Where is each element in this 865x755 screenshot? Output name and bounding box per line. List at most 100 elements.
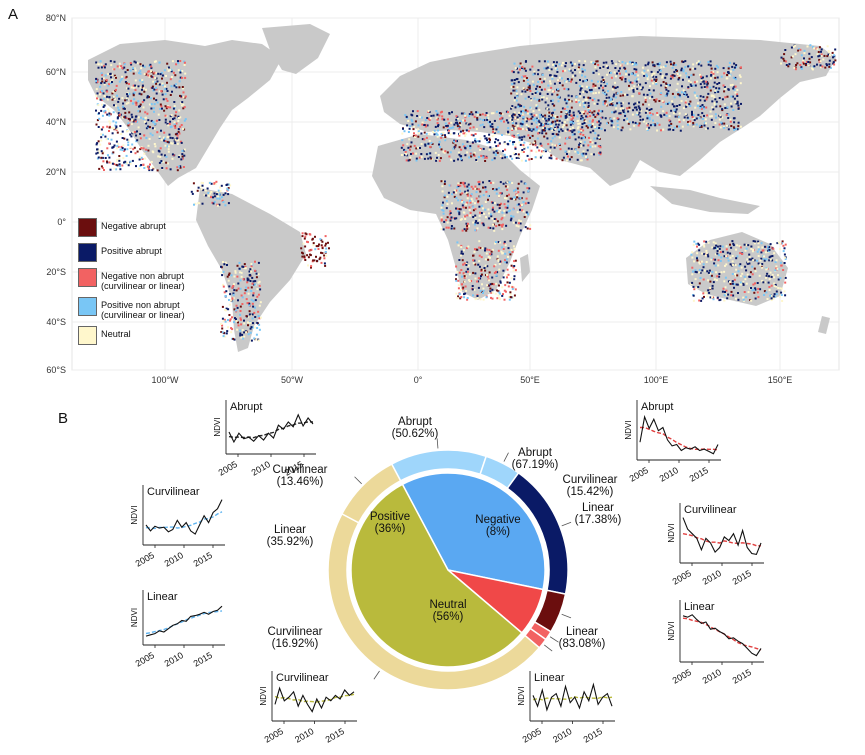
trend-pixel — [734, 101, 737, 104]
trend-pixel — [812, 46, 814, 49]
trend-pixel — [484, 247, 487, 250]
trend-pixel — [249, 331, 252, 334]
trend-pixel — [130, 86, 133, 89]
trend-pixel — [660, 66, 663, 69]
trend-pixel — [759, 263, 762, 266]
trend-pixel — [637, 105, 640, 108]
trend-pixel — [502, 248, 505, 250]
trend-pixel — [540, 88, 543, 91]
trend-pixel — [767, 247, 769, 250]
trend-pixel — [604, 85, 607, 87]
trend-pixel — [763, 290, 766, 293]
trend-pixel — [666, 102, 669, 105]
trend-pixel — [592, 92, 595, 95]
trend-pixel — [730, 246, 733, 249]
trend-pixel — [228, 314, 231, 316]
outer-label-name: Linear — [274, 524, 306, 536]
trend-pixel — [498, 195, 500, 197]
trend-pixel — [594, 145, 597, 148]
trend-pixel — [463, 185, 466, 188]
trend-pixel — [465, 203, 468, 206]
trend-pixel — [498, 207, 501, 210]
trend-pixel — [433, 133, 436, 136]
trend-pixel — [551, 76, 554, 78]
trend-pixel — [725, 113, 728, 116]
trend-pixel — [163, 69, 166, 72]
trend-pixel — [635, 70, 638, 73]
trend-pixel — [624, 114, 627, 117]
trend-pixel — [586, 158, 589, 161]
trend-pixel — [598, 124, 601, 127]
trend-pixel — [769, 255, 772, 258]
trend-pixel — [704, 254, 707, 257]
trend-pixel — [570, 80, 572, 83]
trend-pixel — [573, 133, 576, 136]
trend-pixel — [131, 102, 134, 105]
trend-pixel — [611, 88, 614, 91]
trend-pixel — [462, 181, 465, 184]
trend-pixel — [735, 283, 738, 286]
trend-pixel — [654, 100, 657, 103]
trend-pixel — [483, 212, 486, 215]
trend-pixel — [304, 235, 307, 238]
trend-pixel — [484, 258, 487, 261]
trend-pixel — [151, 169, 154, 172]
trend-pixel — [515, 224, 518, 227]
trend-pixel — [709, 115, 712, 118]
trend-pixel — [471, 288, 474, 291]
trend-pixel — [768, 250, 771, 253]
trend-pixel — [232, 337, 235, 340]
trend-pixel — [539, 116, 542, 119]
trend-pixel — [151, 150, 154, 153]
trend-pixel — [653, 78, 656, 81]
trend-pixel — [519, 204, 522, 207]
trend-pixel — [646, 124, 649, 127]
trend-pixel — [125, 154, 128, 157]
trend-pixel — [494, 154, 497, 156]
trend-pixel — [716, 83, 719, 85]
trend-pixel — [767, 281, 770, 284]
trend-pixel — [566, 78, 569, 80]
trend-pixel — [400, 146, 403, 149]
trend-pixel — [443, 183, 446, 185]
trend-pixel — [542, 118, 545, 120]
trend-pixel — [122, 144, 125, 147]
trend-pixel — [165, 167, 168, 170]
trend-pixel — [828, 63, 831, 66]
trend-pixel — [171, 90, 173, 93]
trend-pixel — [695, 242, 698, 245]
trend-pixel — [115, 163, 118, 166]
trend-pixel — [516, 95, 519, 98]
trend-pixel — [471, 113, 474, 116]
trend-pixel — [716, 252, 719, 255]
trend-pixel — [123, 66, 126, 69]
trend-pixel — [749, 271, 752, 274]
trend-pixel — [460, 244, 463, 247]
trend-pixel — [126, 138, 129, 141]
trend-pixel — [486, 141, 489, 144]
trend-pixel — [674, 64, 677, 66]
trend-pixel — [177, 115, 180, 118]
trend-pixel — [153, 71, 156, 74]
trend-pixel — [624, 93, 626, 96]
trend-pixel — [444, 150, 447, 153]
trend-pixel — [764, 245, 766, 248]
trend-pixel — [643, 74, 646, 77]
trend-pixel — [472, 294, 474, 297]
trend-pixel — [826, 45, 829, 48]
trend-pixel — [490, 253, 493, 256]
trend-pixel — [594, 63, 597, 65]
trend-pixel — [495, 225, 498, 228]
trend-pixel — [718, 118, 721, 121]
trend-pixel — [99, 85, 102, 88]
trend-pixel — [545, 119, 548, 122]
trend-pixel — [748, 253, 751, 256]
trend-pixel — [325, 242, 327, 245]
mini-series-line — [228, 413, 314, 444]
trend-pixel — [738, 74, 741, 77]
trend-pixel — [566, 128, 569, 131]
trend-pixel — [698, 271, 701, 274]
trend-pixel — [466, 224, 469, 227]
trend-pixel — [690, 253, 693, 256]
trend-pixel — [252, 292, 255, 295]
